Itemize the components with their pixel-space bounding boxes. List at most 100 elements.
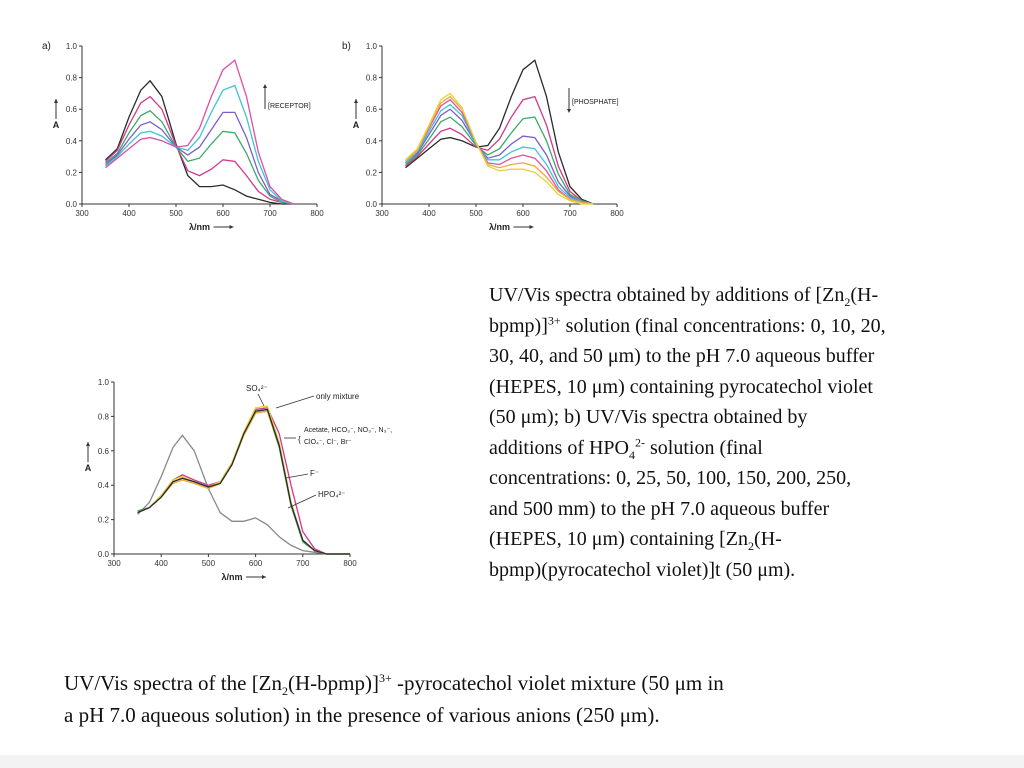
x-axis-arrowhead xyxy=(262,575,266,579)
x-tick-label: 700 xyxy=(263,209,277,218)
label-halides: ClO₄⁻, Cl⁻, Br⁻ xyxy=(304,439,352,446)
y-tick-label: 0.4 xyxy=(98,481,110,490)
annotation-phosphate: [PHOSPHATE] xyxy=(572,99,619,106)
label-hpo4: HPO₄²⁻ xyxy=(318,490,346,499)
x-tick-label: 500 xyxy=(169,209,183,218)
y-tick-label: 1.0 xyxy=(366,42,378,51)
x-axis-label: λ/nm xyxy=(221,572,242,582)
x-axis-arrowhead xyxy=(529,225,534,229)
caption-text: bpmp)] xyxy=(489,314,548,337)
series-line xyxy=(405,98,594,205)
y-tick-label: 0.8 xyxy=(98,412,110,421)
panel-label: a) xyxy=(42,41,51,52)
y-tick-label: 0.6 xyxy=(66,105,78,114)
x-tick-label: 600 xyxy=(516,209,530,218)
x-tick-label: 400 xyxy=(422,209,436,218)
y-tick-label: 0.8 xyxy=(366,74,378,83)
pointer-line xyxy=(275,395,315,409)
caption-text: solution (final xyxy=(645,436,763,459)
caption-text: (H-bpmp)] xyxy=(288,671,379,695)
y-tick-label: 0.6 xyxy=(98,447,110,456)
caption-right-line: and 500 mm) to the pH 7.0 aqueous buffer xyxy=(489,497,830,520)
caption-bottom-line: a pH 7.0 aqueous solution) in the presen… xyxy=(64,703,660,727)
caption-subscript: 2 xyxy=(748,539,755,553)
caption-right: UV/Vis spectra obtained by additions of … xyxy=(489,280,1009,585)
y-tick-label: 0.0 xyxy=(366,200,378,209)
x-tick-label: 500 xyxy=(202,559,216,568)
x-tick-label: 300 xyxy=(75,209,89,218)
x-tick-label: 300 xyxy=(375,209,389,218)
caption-right-line: concentrations: 0, 25, 50, 100, 150, 200… xyxy=(489,467,852,489)
y-axis-arrowhead xyxy=(86,442,90,446)
caption-right-line: (HEPES, 10 μm) containing pyrocatechol v… xyxy=(489,375,873,398)
y-tick-label: 0.0 xyxy=(66,200,78,209)
x-tick-label: 700 xyxy=(563,209,577,218)
series-line xyxy=(405,116,594,205)
caption-superscript: 2- xyxy=(635,434,645,449)
x-tick-label: 600 xyxy=(249,559,263,568)
y-axis-label: A xyxy=(353,120,360,130)
caption-right-line: UV/Vis spectra obtained by additions of … xyxy=(489,280,1009,311)
series-line xyxy=(137,434,350,555)
y-tick-label: 0.8 xyxy=(66,74,78,83)
x-tick-label: 300 xyxy=(107,559,121,568)
y-tick-label: 0.6 xyxy=(366,105,378,114)
pointer-line xyxy=(257,393,265,407)
series-line xyxy=(405,95,594,205)
caption-text: solution (final concentrations: 0, 10, 2… xyxy=(560,314,886,337)
y-tick-label: 1.0 xyxy=(98,378,110,387)
series-line xyxy=(105,111,294,205)
x-axis-label: λ/nm xyxy=(489,222,510,232)
x-axis-arrowhead xyxy=(229,225,234,229)
pointer-line xyxy=(285,473,309,479)
chart-b-svg: 300 400 500 600 700 800 0.0 0.2 0.4 0.6 0.8 1.0 λ/nm… xyxy=(342,41,624,232)
caption-text: UV/Vis spectra of the [Zn xyxy=(64,671,283,695)
series-line xyxy=(405,108,594,205)
caption-text: (H- xyxy=(754,528,782,550)
arrow-up-head xyxy=(263,84,267,88)
y-tick-label: 0.2 xyxy=(98,516,110,525)
series-line xyxy=(405,95,594,205)
label-so4: SO₄²⁻ xyxy=(246,384,268,393)
series-line xyxy=(405,59,594,205)
caption-superscript: 3+ xyxy=(547,312,561,327)
panel-label: b) xyxy=(342,41,351,52)
brace: { xyxy=(298,435,301,444)
caption-right-line: bpmp)(pyrocatechol violet)]t (50 μm). xyxy=(489,558,796,581)
caption-text: additions of HPO xyxy=(489,436,629,459)
label-f: F⁻ xyxy=(310,469,319,478)
arrow-down-head xyxy=(567,109,571,113)
y-axis-arrowhead xyxy=(54,99,58,103)
x-axis-label: λ/nm xyxy=(189,222,210,232)
caption-right-line: (HEPES, 10 μm) containing [Zn2(H- xyxy=(489,524,1009,555)
caption-right-line: bpmp)]3+ solution (final concentrations:… xyxy=(489,311,1009,342)
caption-right-line: (50 μm); b) UV/Vis spectra obtained by xyxy=(489,406,808,428)
caption-bottom-line: UV/Vis spectra of the [Zn2(H-bpmp)]3+ -p… xyxy=(64,667,1004,699)
y-tick-label: 0.4 xyxy=(66,137,78,146)
bottom-strip xyxy=(0,755,1024,768)
y-tick-label: 0.0 xyxy=(98,550,110,559)
series-line xyxy=(405,103,594,205)
x-tick-label: 800 xyxy=(310,209,324,218)
label-only-mixture: only mixture xyxy=(316,392,360,401)
caption-text: (HEPES, 10 μm) containing [Zn xyxy=(489,528,749,550)
caption-text: (H- xyxy=(850,284,879,306)
pointer-line xyxy=(287,494,317,509)
chart-c-anions: 300 400 500 600 700 800 0.0 0.2 0.4 0.6 0.8 1.0 λ/nm… xyxy=(80,368,392,618)
caption-subscript: 4 xyxy=(629,447,635,462)
caption-superscript: 3+ xyxy=(379,671,392,685)
x-tick-label: 400 xyxy=(155,559,169,568)
y-axis-label: A xyxy=(85,463,92,473)
annotation-receptor: [RECEPTOR] xyxy=(268,103,311,110)
x-tick-label: 600 xyxy=(216,209,230,218)
y-tick-label: 1.0 xyxy=(66,42,78,51)
caption-text: UV/Vis spectra obtained by additions of … xyxy=(489,284,845,306)
chart-a-svg: 300 400 500 600 700 800 0.0 0.2 0.4 0.6 0.8 1.0 λ/nm… xyxy=(42,41,324,232)
x-tick-label: 500 xyxy=(469,209,483,218)
chart-b-phosphate: 300 400 500 600 700 800 0.0 0.2 0.4 0.6 0.8 1.0 λ/nm… xyxy=(340,34,640,254)
caption-right-line: 30, 40, and 50 μm) to the pH 7.0 aqueous… xyxy=(489,345,875,367)
chart-a-receptor: 300 400 500 600 700 800 0.0 0.2 0.4 0.6 0.8 1.0 λ/nm… xyxy=(40,34,340,254)
series-line xyxy=(105,79,294,205)
y-axis-arrowhead xyxy=(354,99,358,103)
x-tick-label: 400 xyxy=(122,209,136,218)
